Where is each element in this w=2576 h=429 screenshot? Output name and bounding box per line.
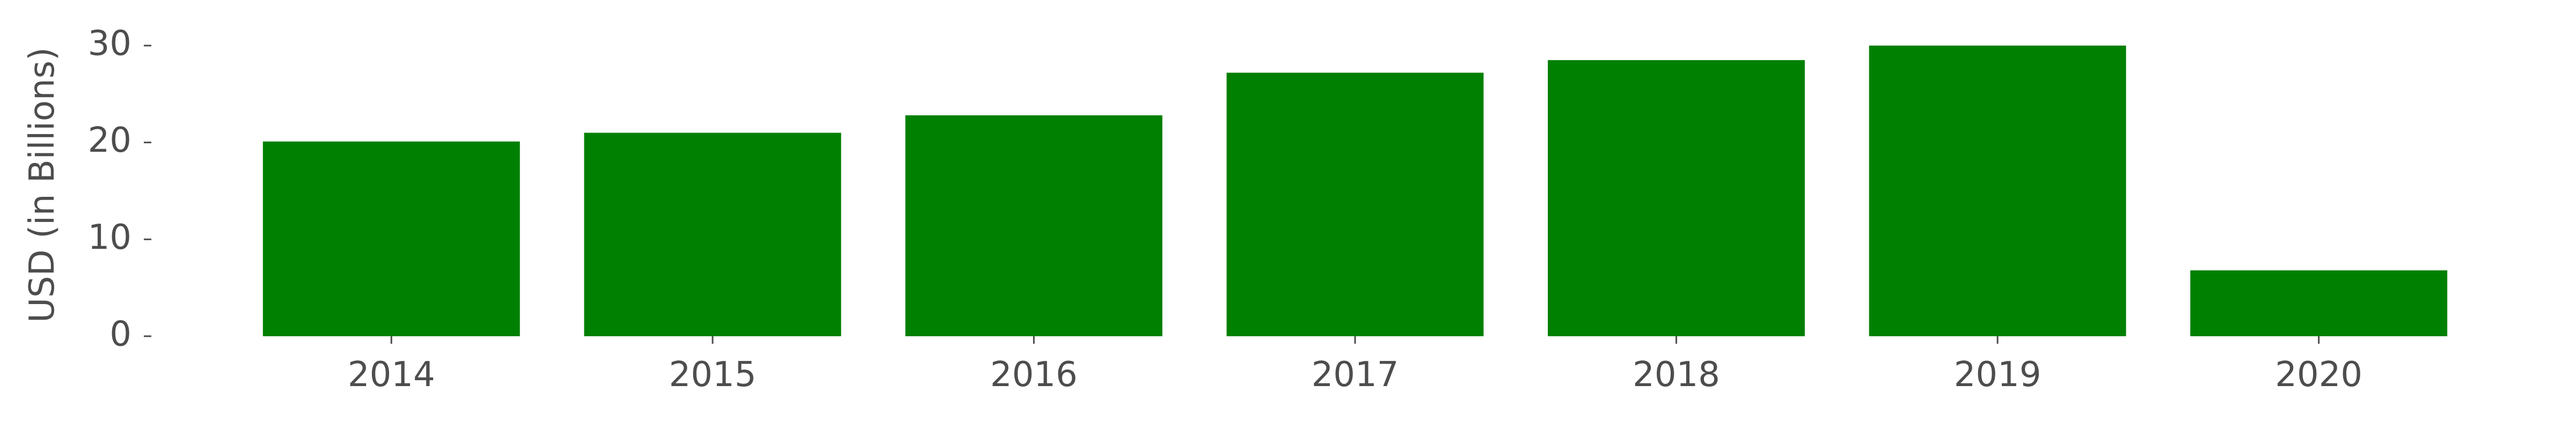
- y-tick-label: 30: [88, 24, 131, 64]
- x-tick-label: 2014: [348, 355, 435, 395]
- bar-2014: [262, 141, 520, 336]
- bar-2017: [1226, 72, 1484, 336]
- bar-2018: [1548, 60, 1805, 337]
- x-axis: 2014 2015 2016 2017 2018 2019 2020: [348, 336, 2362, 395]
- bar-2020: [2190, 270, 2448, 336]
- y-axis: 0 10 20 30: [88, 24, 151, 354]
- bar-2016: [905, 115, 1162, 336]
- bar-2019: [1869, 46, 2126, 336]
- y-tick-label: 0: [109, 315, 131, 354]
- y-tick-label: 10: [88, 218, 131, 257]
- y-tick-label: 20: [88, 121, 131, 160]
- x-tick-label: 2020: [2275, 355, 2362, 395]
- x-tick-label: 2019: [1954, 355, 2041, 395]
- y-axis-label: USD (in Billions): [23, 47, 62, 323]
- x-tick-label: 2016: [990, 355, 1078, 395]
- bar-2015: [584, 132, 841, 336]
- x-tick-label: 2015: [669, 355, 756, 395]
- bars-group: [262, 46, 2448, 337]
- x-tick-label: 2017: [1312, 355, 1399, 395]
- x-tick-label: 2018: [1633, 355, 1720, 395]
